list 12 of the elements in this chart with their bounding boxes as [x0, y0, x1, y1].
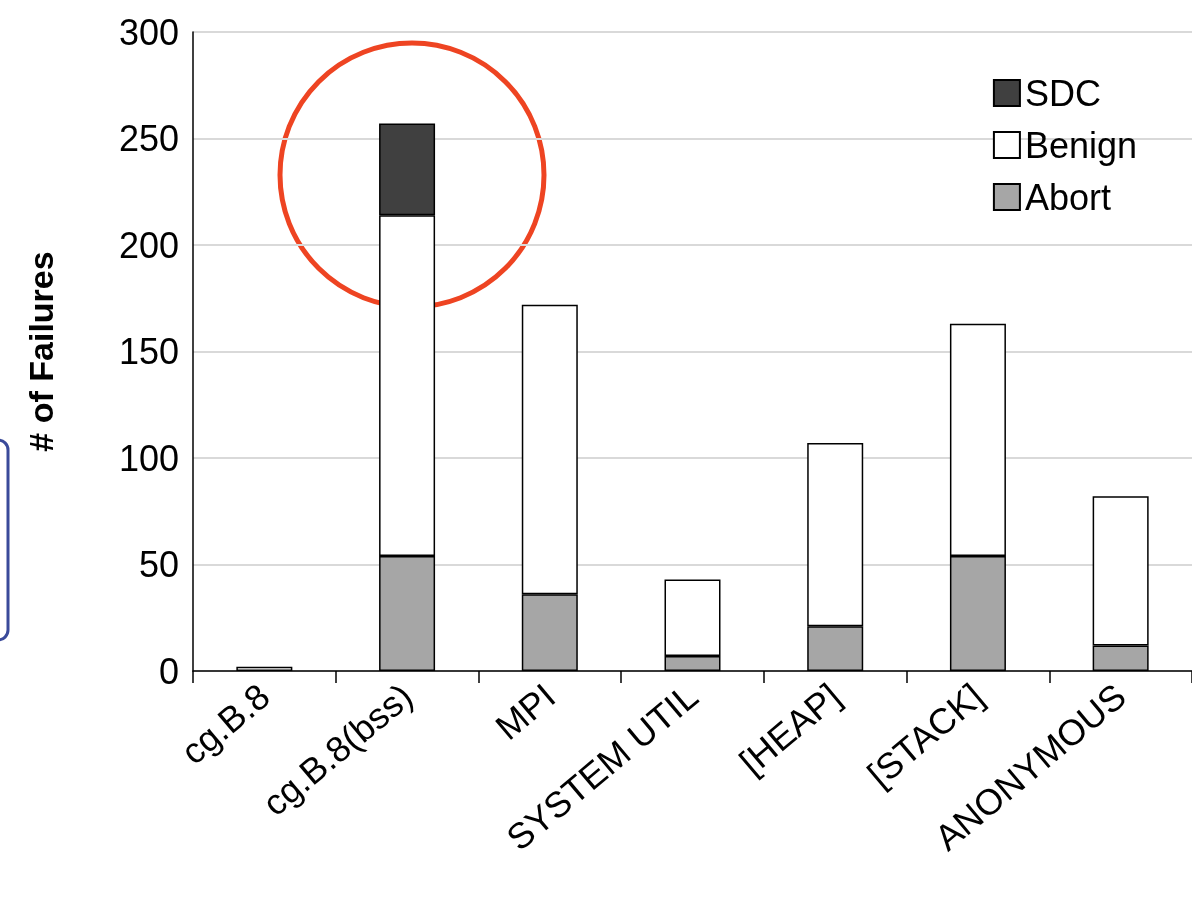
y-tick-label: 150	[118, 331, 179, 372]
y-tick-label: 200	[118, 224, 179, 266]
y-tick-label: 250	[118, 118, 179, 159]
legend-label: Abort	[1024, 176, 1111, 218]
y-tick-label: 300	[118, 11, 179, 53]
y-tick-label: 50	[138, 544, 179, 585]
legend-label: SDC	[1024, 72, 1101, 114]
y-tick-label: 0	[158, 650, 179, 692]
x-tick-label: MPI	[487, 675, 563, 748]
legend-label: Benign	[1024, 124, 1138, 166]
y-tick-label: 100	[118, 437, 179, 479]
y-axis-title: # of Failures	[22, 251, 60, 452]
